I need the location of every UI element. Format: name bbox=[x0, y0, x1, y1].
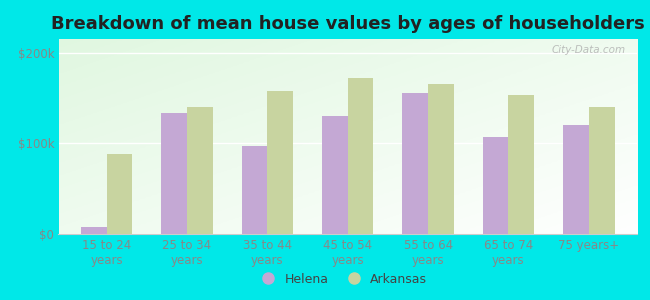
Legend: Helena, Arkansas: Helena, Arkansas bbox=[257, 268, 432, 291]
Text: City-Data.com: City-Data.com bbox=[551, 45, 625, 55]
Bar bbox=[563, 125, 589, 234]
Bar bbox=[589, 107, 614, 234]
Bar bbox=[267, 91, 293, 234]
Bar bbox=[402, 93, 428, 234]
Bar bbox=[348, 78, 374, 234]
Bar bbox=[242, 146, 267, 234]
Title: Breakdown of mean house values by ages of householders: Breakdown of mean house values by ages o… bbox=[51, 15, 645, 33]
Bar bbox=[161, 113, 187, 234]
Bar bbox=[187, 107, 213, 234]
Bar bbox=[322, 116, 348, 234]
Bar bbox=[81, 227, 107, 234]
Bar bbox=[107, 154, 133, 234]
Bar bbox=[428, 84, 454, 234]
Bar bbox=[483, 137, 508, 234]
Bar bbox=[508, 95, 534, 234]
